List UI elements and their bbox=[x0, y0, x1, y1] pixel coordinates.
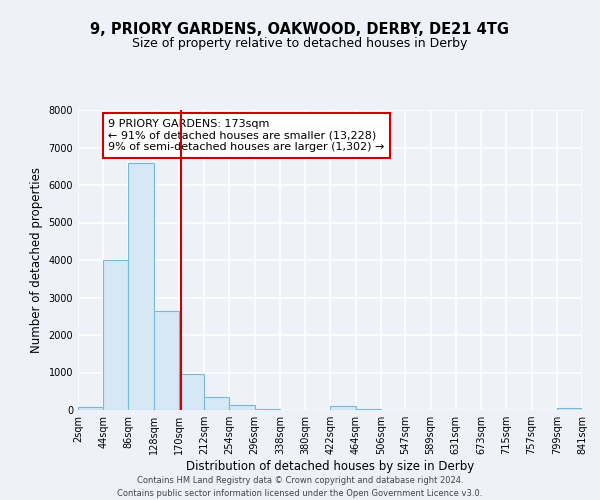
Bar bbox=[331, 406, 356, 410]
Text: Contains HM Land Registry data © Crown copyright and database right 2024.
Contai: Contains HM Land Registry data © Crown c… bbox=[118, 476, 482, 498]
Text: 9, PRIORY GARDENS, OAKWOOD, DERBY, DE21 4TG: 9, PRIORY GARDENS, OAKWOOD, DERBY, DE21 … bbox=[91, 22, 509, 38]
Bar bbox=[229, 405, 254, 410]
Bar bbox=[254, 409, 280, 410]
Bar bbox=[356, 409, 381, 410]
Bar bbox=[78, 408, 103, 410]
Bar bbox=[557, 408, 582, 410]
Text: Size of property relative to detached houses in Derby: Size of property relative to detached ho… bbox=[133, 38, 467, 51]
Text: 9 PRIORY GARDENS: 173sqm
← 91% of detached houses are smaller (13,228)
9% of sem: 9 PRIORY GARDENS: 173sqm ← 91% of detach… bbox=[108, 119, 385, 152]
Bar bbox=[128, 162, 154, 410]
Bar bbox=[103, 260, 128, 410]
X-axis label: Distribution of detached houses by size in Derby: Distribution of detached houses by size … bbox=[186, 460, 474, 473]
Bar bbox=[204, 397, 229, 410]
Bar bbox=[154, 310, 179, 410]
Y-axis label: Number of detached properties: Number of detached properties bbox=[30, 167, 43, 353]
Bar bbox=[179, 374, 204, 410]
